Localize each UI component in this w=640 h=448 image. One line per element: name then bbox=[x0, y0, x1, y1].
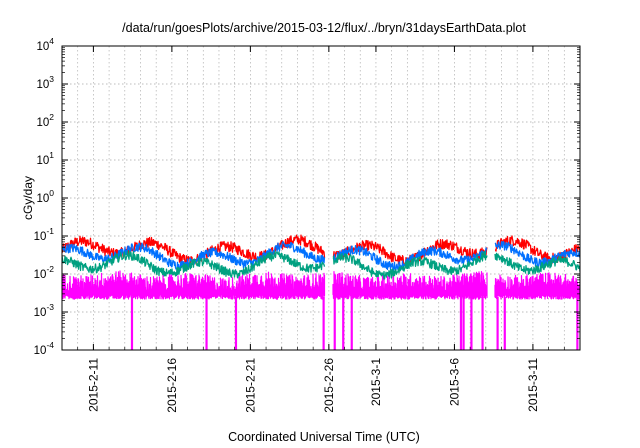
y-tick-label: 103 bbox=[36, 74, 54, 91]
grid bbox=[62, 46, 580, 350]
y-tick-label: 10-2 bbox=[34, 264, 55, 281]
x-tick-label: 2015-2-21 bbox=[243, 358, 257, 413]
y-axis-label: cGy/day bbox=[21, 176, 35, 220]
series-line bbox=[62, 250, 580, 281]
x-tick-label: 2015-3-11 bbox=[526, 358, 540, 412]
x-tick-label: 2015-2-26 bbox=[322, 358, 336, 413]
chart-title: /data/run/goesPlots/archive/2015-03-12/f… bbox=[122, 21, 526, 35]
x-tick-label: 2015-3-6 bbox=[447, 358, 461, 406]
y-tick-label: 100 bbox=[36, 188, 54, 205]
x-tick-label: 2015-2-16 bbox=[165, 358, 179, 413]
x-tick-label: 2015-2-11 bbox=[86, 358, 100, 412]
y-tick-label: 102 bbox=[36, 112, 54, 129]
x-axis: 2015-2-11 2015-2-16 2015-2-21 2015-2-26 2015… bbox=[77, 46, 565, 413]
y-tick-label: 10-4 bbox=[34, 340, 55, 357]
series-line bbox=[62, 270, 580, 300]
y-tick-label: 10-1 bbox=[34, 226, 55, 243]
x-axis-label: Coordinated Universal Time (UTC) bbox=[228, 430, 420, 444]
y-tick-label: 10-3 bbox=[34, 302, 55, 319]
y-tick-label: 101 bbox=[36, 150, 54, 167]
plot-area bbox=[62, 234, 580, 350]
x-tick-label: 2015-3-1 bbox=[369, 358, 383, 406]
y-tick-label: 104 bbox=[36, 36, 54, 53]
